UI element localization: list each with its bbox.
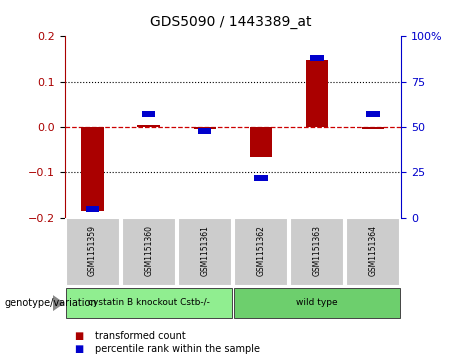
Bar — [198, 128, 212, 134]
Bar — [82, 127, 104, 211]
Bar — [310, 55, 324, 61]
Bar — [122, 219, 176, 286]
Bar — [65, 288, 232, 318]
Text: ■: ■ — [74, 331, 83, 341]
Text: GSM1151361: GSM1151361 — [200, 225, 209, 276]
Bar — [346, 219, 400, 286]
Text: GSM1151360: GSM1151360 — [144, 225, 153, 276]
Text: percentile rank within the sample: percentile rank within the sample — [95, 344, 260, 354]
Bar — [306, 60, 328, 127]
Text: GSM1151363: GSM1151363 — [313, 225, 321, 276]
Text: genotype/variation: genotype/variation — [5, 298, 97, 308]
Bar — [254, 175, 267, 181]
Text: GSM1151362: GSM1151362 — [256, 225, 266, 276]
Bar — [65, 219, 119, 286]
Bar — [137, 125, 160, 127]
Polygon shape — [53, 295, 65, 311]
Bar — [194, 127, 216, 129]
Bar — [250, 127, 272, 156]
Text: wild type: wild type — [296, 298, 338, 307]
Text: cystatin B knockout Cstb-/-: cystatin B knockout Cstb-/- — [88, 298, 210, 307]
Text: transformed count: transformed count — [95, 331, 185, 341]
Bar — [234, 219, 288, 286]
Bar — [234, 288, 400, 318]
Bar — [362, 127, 384, 129]
Text: GSM1151359: GSM1151359 — [88, 225, 97, 276]
Bar — [366, 111, 380, 117]
Text: GSM1151364: GSM1151364 — [368, 225, 378, 276]
Bar — [142, 111, 155, 117]
Bar — [178, 219, 232, 286]
Text: ■: ■ — [74, 344, 83, 354]
Text: GDS5090 / 1443389_at: GDS5090 / 1443389_at — [150, 15, 311, 29]
Bar — [86, 206, 99, 212]
Bar — [290, 219, 344, 286]
